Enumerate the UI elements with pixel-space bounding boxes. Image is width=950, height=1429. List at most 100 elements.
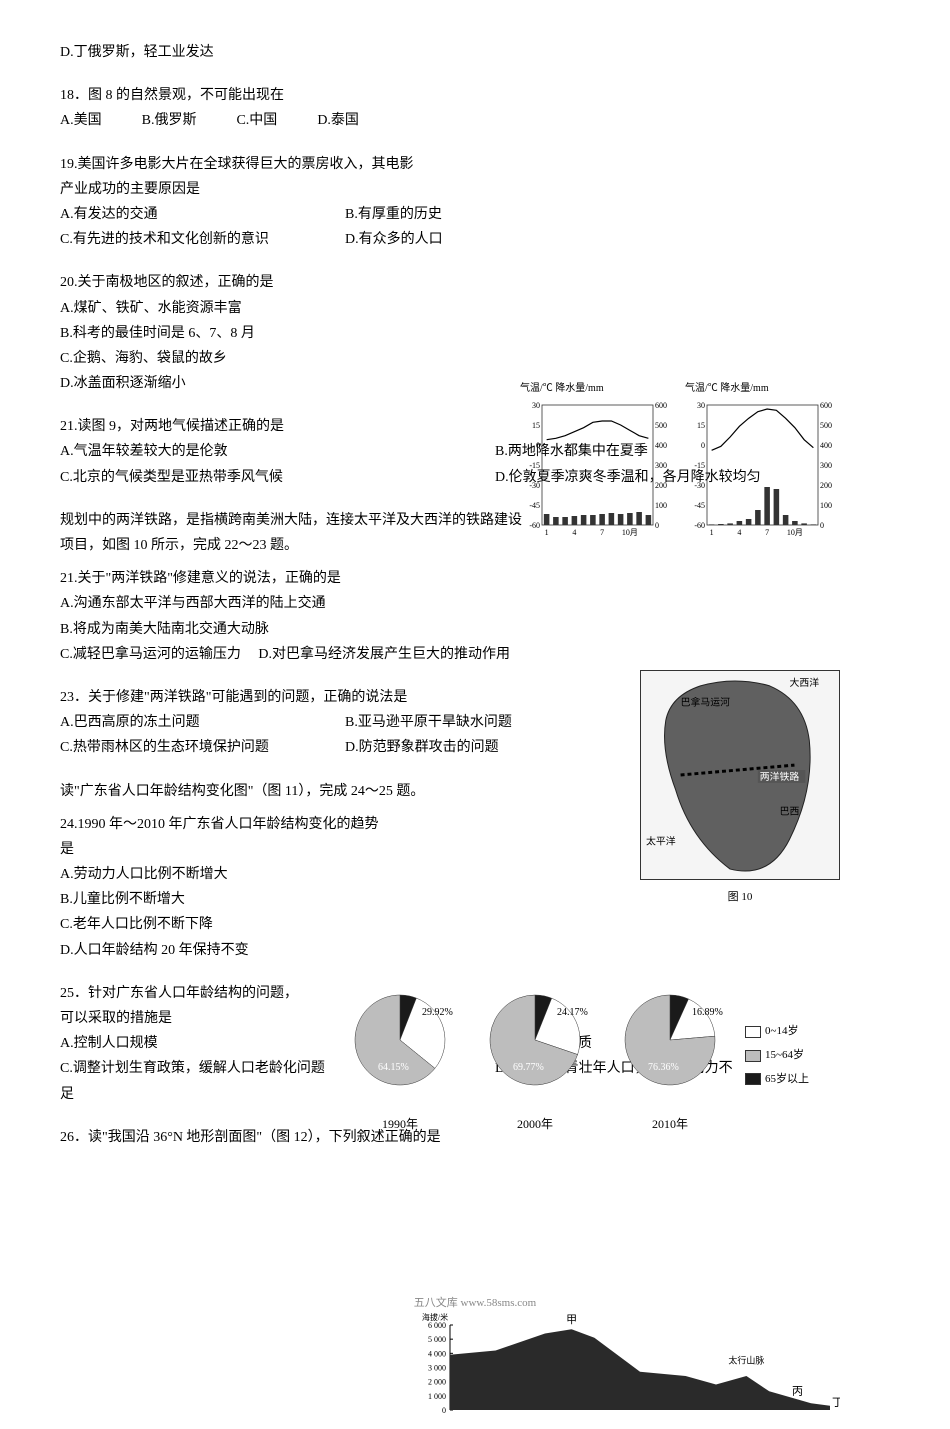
svg-text:两洋铁路: 两洋铁路 [760,770,800,783]
q18-opt-b: B.俄罗斯 [142,108,197,133]
q18-opt-a: A.美国 [60,108,102,133]
svg-text:16.89%: 16.89% [692,1007,723,1018]
svg-text:400: 400 [655,441,667,450]
svg-text:300: 300 [655,461,667,470]
svg-text:大西洋: 大西洋 [790,676,820,689]
svg-text:-15: -15 [529,461,540,470]
q20-opt-b: B.科考的最佳时间是 6、7、8 月 [60,321,590,346]
svg-text:甲: 甲 [566,1314,577,1326]
legend-text-1: 15~64岁 [765,1046,804,1066]
svg-text:丙: 丙 [792,1386,803,1398]
swatch-0-14 [745,1026,761,1038]
svg-text:15: 15 [697,421,705,430]
svg-text:10月: 10月 [622,528,638,537]
svg-text:-60: -60 [529,521,540,530]
q23-opt-d: D.防范野象群攻击的问题 [345,735,590,760]
svg-text:500: 500 [655,421,667,430]
profile-svg: 6 0005 0004 0003 0002 0001 0000海拔/米甲乙太行山… [410,1310,840,1420]
svg-text:5 000: 5 000 [428,1335,446,1344]
legend-0-14: 0~14岁 [745,1022,809,1042]
svg-text:-60: -60 [694,521,705,530]
svg-text:15: 15 [532,421,540,430]
option-d-prev: D.丁俄罗斯，轻工业发达 [60,40,890,65]
pie-year-1: 2000年 [475,1114,595,1136]
q21b-opt-c: C.减轻巴拿马运河的运输压力 [60,647,241,662]
passage-rail: 规划中的两洋铁路，是指横跨南美洲大陆，连接太平洋及大西洋的铁路建设 项目，如图 … [60,508,590,558]
q18-opt-d: D.泰国 [317,108,359,133]
svg-text:10月: 10月 [787,528,803,537]
svg-text:30: 30 [697,401,705,410]
svg-text:6 000: 6 000 [428,1321,446,1330]
q18-opt-c: C.中国 [236,108,277,133]
pie-svg-2010: 16.89% 76.36% [610,980,730,1100]
svg-text:76.36%: 76.36% [648,1062,679,1073]
q19-opt-d: D.有众多的人口 [345,227,590,252]
pie-1990: 29.92%64.15% 1990年 [340,980,460,1135]
swatch-15-64 [745,1050,761,1062]
svg-text:3 000: 3 000 [428,1364,446,1373]
svg-text:0: 0 [655,521,659,530]
svg-text:64.15%: 64.15% [378,1062,409,1073]
rail-line2: 项目，如图 10 所示，完成 22～23 题。 [60,533,590,558]
rail-line1: 规划中的两洋铁路，是指横跨南美洲大陆，连接太平洋及大西洋的铁路建设 [60,508,590,533]
climate-charts-fig9: 气温/℃ 降水量/mm 30150-15-30-45-6060050040030… [520,380,850,540]
q21b-opt-a: A.沟通东部太平洋与西部大西洋的陆上交通 [60,591,590,616]
pie-2000: 24.17%69.77% 2000年 [475,980,595,1135]
question-20: 20.关于南极地区的叙述，正确的是 A.煤矿、铁矿、水能资源丰富 B.科考的最佳… [60,270,590,396]
svg-text:1: 1 [545,528,549,537]
svg-text:400: 400 [820,441,832,450]
svg-text:200: 200 [655,481,667,490]
q24-opt-c: C.老年人口比例不断下降 [60,912,380,937]
svg-text:4 000: 4 000 [428,1349,446,1358]
footer-text: 五八文库 www.58sms.com [0,1294,950,1314]
svg-text:4: 4 [737,528,741,537]
q21b-opt-b: B.将成为南美大陆南北交通大动脉 [60,617,590,642]
q19-stem1: 19.美国许多电影大片在全球获得巨大的票房收入，其电影 [60,152,590,177]
svg-text:0: 0 [820,521,824,530]
option-text: D.丁俄罗斯，轻工业发达 [60,45,214,60]
svg-text:30: 30 [532,401,540,410]
legend-15-64: 15~64岁 [745,1046,809,1066]
pie-svg-1990: 29.92%64.15% [340,980,460,1100]
q23-opt-a: A.巴西高原的冻土问题 [60,710,305,735]
legend-text-2: 65岁以上 [765,1070,809,1090]
q20-stem: 20.关于南极地区的叙述，正确的是 [60,270,590,295]
svg-text:300: 300 [820,461,832,470]
q21b-stem: 21.关于"两洋铁路"修建意义的说法，正确的是 [60,566,590,591]
q25-stem: 25．针对广东省人口年龄结构的问题， [60,981,380,1006]
svg-text:-45: -45 [529,501,540,510]
svg-text:100: 100 [655,501,667,510]
q21a-opt-a: A.气温年较差较大的是伦敦 [60,439,455,464]
svg-text:乙: 乙 [686,1358,697,1371]
q21a-opt-c: C.北京的气候类型是亚热带季风气候 [60,465,455,490]
svg-text:500: 500 [820,421,832,430]
svg-text:丁: 丁 [832,1397,840,1409]
svg-text:-30: -30 [529,481,540,490]
svg-text:-15: -15 [694,461,705,470]
svg-text:69.77%: 69.77% [513,1062,544,1073]
climate-svg-left: 30150-15-30-45-6060050040030020010001471… [520,400,675,540]
map-fig10: 大西洋太平洋巴拿马运河两洋铁路巴西 图 10 [640,670,840,908]
svg-text:2 000: 2 000 [428,1378,446,1387]
q19-opt-c: C.有先进的技术和文化创新的意识 [60,227,305,252]
svg-text:-45: -45 [694,501,705,510]
temp-label-r: 气温/℃ 降水量/mm [685,380,769,398]
legend-65plus: 65岁以上 [745,1070,809,1090]
pie-2010: 16.89%76.36% 2010年 [610,980,730,1135]
q21b-opt-d: D.对巴拿马经济发展产生巨大的推动作用 [258,647,510,662]
svg-text:1 000: 1 000 [428,1392,446,1401]
map-svg: 大西洋太平洋巴拿马运河两洋铁路巴西 [640,670,840,880]
pie-charts-fig11: 29.92%64.15% 1990年 24.17%69.77% 2000年 16… [340,980,850,1135]
q23-opt-b: B.亚马逊平原干旱缺水问题 [345,710,590,735]
swatch-65plus [745,1073,761,1085]
q20-opt-d: D.冰盖面积逐渐缩小 [60,371,590,396]
q19-opt-b: B.有厚重的历史 [345,202,590,227]
q24-stem: 24.1990 年～2010 年广东省人口年龄结构变化的趋势是 [60,812,380,862]
svg-text:200: 200 [820,481,832,490]
london-chart: 气温/℃ 降水量/mm 30150-15-30-45-6060050040030… [520,380,675,540]
q19-stem2: 产业成功的主要原因是 [60,177,590,202]
svg-text:0: 0 [442,1406,446,1415]
svg-text:7: 7 [765,528,769,537]
terrain-profile-fig12: 6 0005 0004 0003 0002 0001 0000海拔/米甲乙太行山… [410,1310,840,1429]
map-caption: 图 10 [640,888,840,908]
